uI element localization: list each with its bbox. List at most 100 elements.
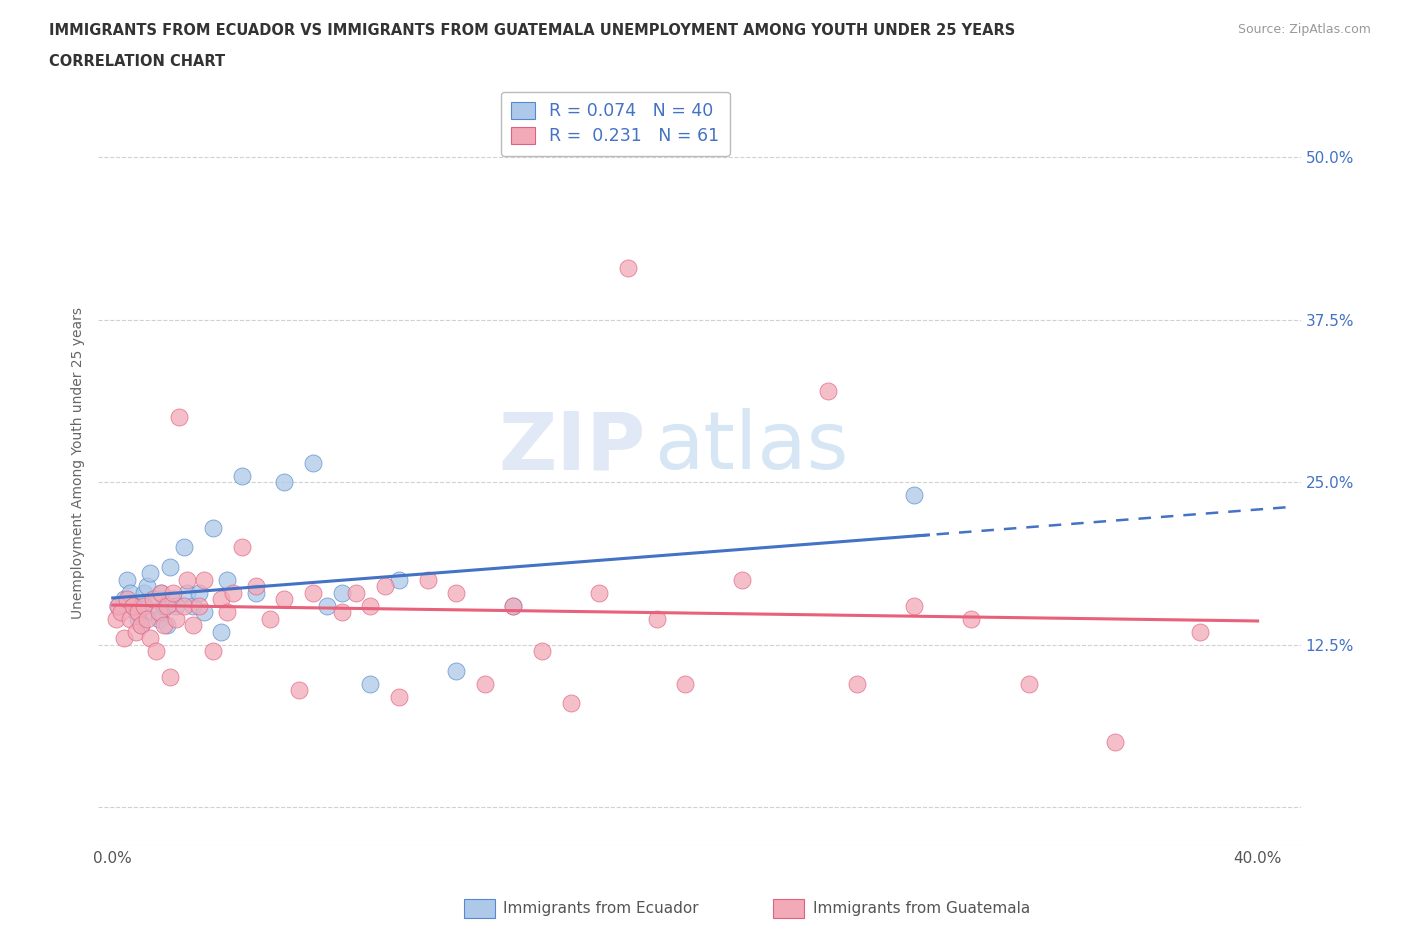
Point: [193, 604, 215, 619]
Point: [118, 585, 141, 600]
Text: IMMIGRANTS FROM ECUADOR VS IMMIGRANTS FROM GUATEMALA UNEMPLOYMENT AMONG YOUTH UN: IMMIGRANTS FROM ECUADOR VS IMMIGRANTS FR…: [49, 23, 1015, 38]
Point: [222, 585, 245, 600]
Point: [110, 604, 132, 619]
Point: [134, 598, 156, 613]
Point: [444, 585, 467, 600]
Point: [134, 585, 156, 600]
Point: [302, 585, 325, 600]
Point: [231, 468, 253, 483]
Point: [474, 676, 496, 691]
Point: [444, 663, 467, 678]
Point: [145, 591, 167, 606]
Point: [201, 644, 224, 658]
Point: [112, 631, 135, 645]
Point: [560, 696, 582, 711]
Point: [388, 572, 411, 587]
Point: [344, 585, 367, 600]
Point: [201, 520, 224, 535]
Point: [153, 598, 176, 613]
Point: [124, 604, 146, 619]
Text: Immigrants from Guatemala: Immigrants from Guatemala: [813, 901, 1031, 916]
Point: [960, 611, 983, 626]
Point: [903, 598, 925, 613]
Text: Immigrants from Ecuador: Immigrants from Ecuador: [503, 901, 699, 916]
Point: [115, 591, 138, 606]
Point: [588, 585, 610, 600]
Point: [159, 670, 181, 684]
Point: [104, 611, 127, 626]
Point: [162, 591, 184, 606]
Point: [156, 598, 179, 613]
Point: [502, 598, 524, 613]
Point: [316, 598, 339, 613]
Point: [128, 604, 150, 619]
Point: [131, 618, 153, 632]
Text: atlas: atlas: [654, 408, 848, 486]
Point: [1018, 676, 1040, 691]
Point: [150, 585, 173, 600]
Point: [731, 572, 754, 587]
Point: [139, 565, 162, 580]
Point: [118, 611, 141, 626]
Point: [148, 611, 170, 626]
Point: [112, 591, 135, 606]
Point: [817, 384, 839, 399]
Text: Source: ZipAtlas.com: Source: ZipAtlas.com: [1237, 23, 1371, 36]
Point: [107, 598, 129, 613]
Point: [259, 611, 281, 626]
Point: [211, 591, 233, 606]
Point: [330, 604, 353, 619]
Point: [142, 591, 165, 606]
Point: [617, 260, 640, 275]
Text: CORRELATION CHART: CORRELATION CHART: [49, 54, 225, 69]
Point: [1189, 624, 1212, 639]
Point: [187, 598, 209, 613]
Point: [374, 578, 396, 593]
Point: [165, 598, 187, 613]
Point: [273, 591, 295, 606]
Point: [416, 572, 439, 587]
Point: [245, 585, 267, 600]
Point: [153, 618, 176, 632]
Point: [302, 456, 325, 471]
Point: [142, 604, 165, 619]
Point: [193, 572, 215, 587]
Point: [231, 539, 253, 554]
Point: [162, 585, 184, 600]
Point: [173, 539, 195, 554]
Point: [502, 598, 524, 613]
Point: [187, 585, 209, 600]
Point: [217, 604, 239, 619]
Point: [330, 585, 353, 600]
Point: [388, 689, 411, 704]
Point: [211, 624, 233, 639]
Point: [245, 578, 267, 593]
Point: [181, 598, 204, 613]
Point: [139, 631, 162, 645]
Point: [156, 618, 179, 632]
Point: [121, 598, 143, 613]
Y-axis label: Unemployment Among Youth under 25 years: Unemployment Among Youth under 25 years: [72, 307, 86, 618]
Point: [173, 598, 195, 613]
Point: [128, 611, 150, 626]
Point: [176, 572, 198, 587]
Point: [217, 572, 239, 587]
Point: [273, 474, 295, 489]
Legend: R = 0.074   N = 40, R =  0.231   N = 61: R = 0.074 N = 40, R = 0.231 N = 61: [501, 91, 730, 156]
Point: [150, 585, 173, 600]
Point: [645, 611, 668, 626]
Point: [124, 624, 146, 639]
Point: [181, 618, 204, 632]
Point: [359, 676, 381, 691]
Point: [287, 683, 309, 698]
Point: [531, 644, 554, 658]
Point: [845, 676, 868, 691]
Point: [136, 578, 159, 593]
Point: [131, 618, 153, 632]
Point: [148, 604, 170, 619]
Point: [121, 598, 143, 613]
Point: [165, 611, 187, 626]
Point: [903, 487, 925, 502]
Point: [159, 559, 181, 574]
Point: [1104, 735, 1126, 750]
